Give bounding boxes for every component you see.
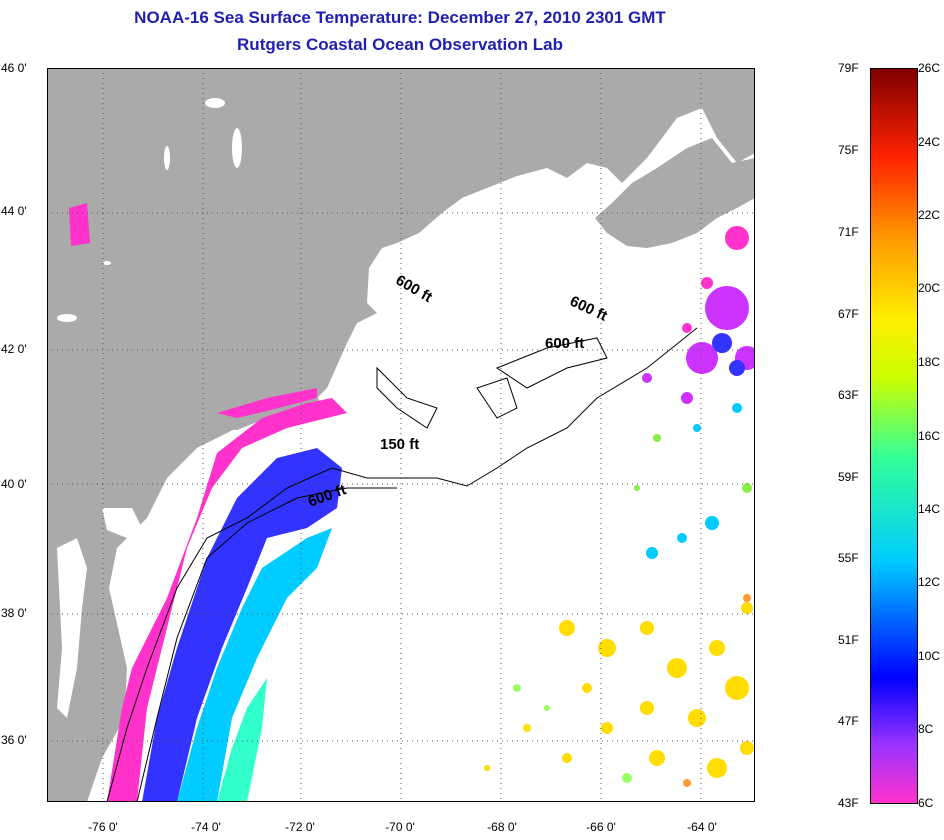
lon-label: -74 0' — [191, 820, 221, 834]
colorbar-c-label: 24C — [918, 135, 941, 149]
sst-offshore-scatter — [484, 226, 755, 787]
colorbar-f-label: 55F — [838, 551, 859, 565]
lat-label: 38 0' — [1, 606, 27, 620]
land-mainland — [47, 68, 755, 802]
colorbar-c-label: 22C — [918, 208, 941, 222]
colorbar-c-label: 20C — [918, 281, 941, 295]
delaware-bay — [102, 508, 142, 538]
depth-contours — [106, 327, 698, 802]
colorbar-c-label: 16C — [918, 429, 941, 443]
temperature-colorbar — [870, 68, 918, 804]
lakes — [57, 98, 242, 322]
map-frame — [47, 68, 755, 802]
lat-label: 42 0' — [1, 342, 27, 356]
colorbar-f-label: 67F — [838, 307, 859, 321]
contour-label: 150 ft — [380, 436, 419, 453]
graticule — [47, 68, 755, 802]
colorbar-c-label: 12C — [918, 575, 941, 589]
contour-label: 600 ft — [545, 335, 584, 352]
lon-label: -70 0' — [385, 820, 415, 834]
colorbar-f-label: 63F — [838, 388, 859, 402]
lon-label: -72 0' — [285, 820, 315, 834]
map-subtitle: Rutgers Coastal Ocean Observation Lab — [237, 35, 563, 54]
sst-shelf-plume — [107, 388, 347, 802]
lon-label: -76 0' — [88, 820, 118, 834]
sst-patch-inland — [69, 203, 90, 246]
colorbar-f-label: 71F — [838, 225, 859, 239]
colorbar-c-label: 8C — [918, 722, 934, 736]
sst-map: 600 ft 600 ft 600 ft 150 ft 600 ft — [47, 68, 755, 802]
colorbar-c-label: 18C — [918, 355, 941, 369]
lon-label: -68 0' — [487, 820, 517, 834]
lon-label: -66 0' — [586, 820, 616, 834]
land-nova-scotia — [595, 138, 755, 248]
colorbar-c-label: 6C — [918, 796, 934, 810]
map-title: NOAA-16 Sea Surface Temperature: Decembe… — [134, 8, 666, 27]
lat-label: 44 0' — [1, 204, 27, 218]
lat-label: 36 0' — [1, 733, 27, 747]
colorbar-c-label: 26C — [918, 61, 941, 75]
lat-label: 40 0' — [1, 477, 27, 491]
colorbar-f-label: 59F — [838, 470, 859, 484]
colorbar-c-label: 14C — [918, 502, 941, 516]
lon-label: -64 0' — [687, 820, 717, 834]
land-long-island — [222, 396, 322, 430]
colorbar-f-label: 47F — [838, 714, 859, 728]
chesapeake-bay — [57, 538, 87, 718]
colorbar-c-label: 10C — [918, 649, 941, 663]
colorbar-f-label: 79F — [838, 61, 859, 75]
colorbar-f-label: 75F — [838, 143, 859, 157]
colorbar-f-label: 51F — [838, 633, 859, 647]
colorbar-f-label: 43F — [838, 796, 859, 810]
lat-label: 46 0' — [1, 61, 27, 75]
